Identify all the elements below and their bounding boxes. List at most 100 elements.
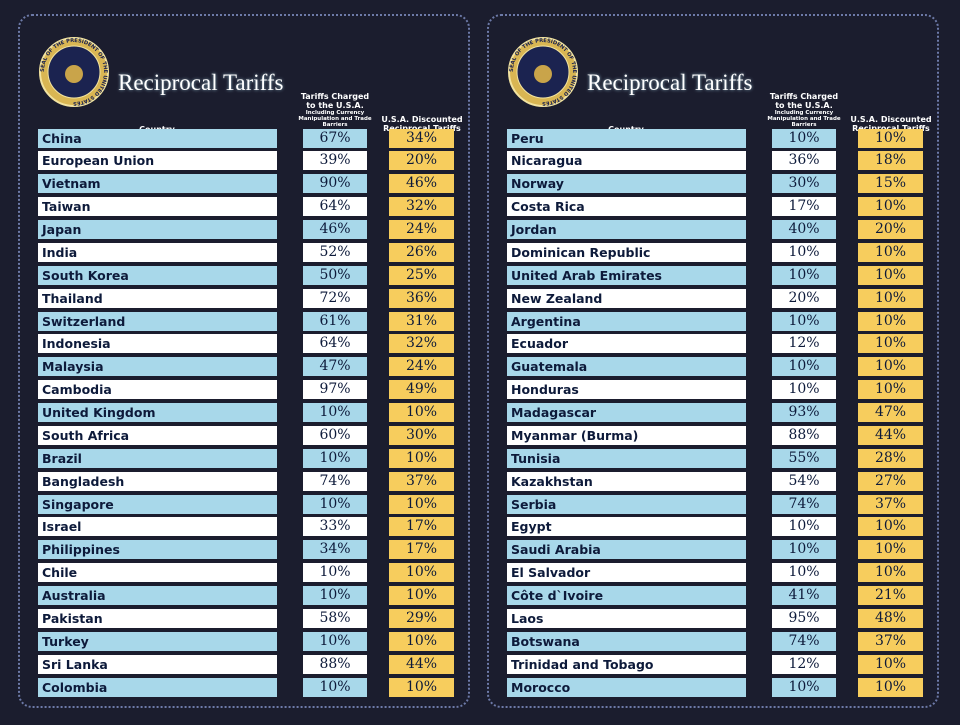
country-cell: Indonesia (38, 334, 277, 354)
country-cell: United Arab Emirates (507, 265, 746, 285)
discounted-cell: 10% (858, 288, 923, 308)
charged-cell: 10% (772, 357, 836, 377)
country-cell: Peru (507, 128, 746, 148)
discounted-cell: 24% (389, 357, 454, 377)
charged-cell: 10% (303, 403, 367, 422)
discounted-cell: 21% (858, 586, 923, 605)
country-cell: Morocco (507, 677, 746, 697)
country-cell: Cambodia (38, 380, 277, 400)
discounted-cell: 46% (389, 174, 454, 194)
country-cell: Philippines (38, 540, 277, 560)
charged-cell: 54% (772, 471, 836, 491)
country-cell: Laos (507, 608, 746, 628)
charged-cell: 17% (772, 197, 836, 217)
country-cell: Myanmar (Burma) (507, 425, 746, 445)
discounted-cell: 32% (389, 334, 454, 354)
charged-cell: 34% (303, 540, 367, 560)
discounted-cell: 10% (389, 586, 454, 605)
country-cell: China (38, 128, 277, 148)
country-cell: Norway (507, 174, 746, 194)
discounted-cell: 10% (389, 403, 454, 422)
discounted-cell: 10% (858, 311, 923, 331)
charged-cell: 10% (303, 563, 367, 583)
charged-cell: 10% (772, 128, 836, 148)
discounted-cell: 25% (389, 265, 454, 285)
country-cell: Madagascar (507, 403, 746, 422)
charged-cell: 60% (303, 425, 367, 445)
discounted-cell: 10% (858, 197, 923, 217)
charged-cell: 36% (772, 151, 836, 171)
charged-cell: 12% (772, 334, 836, 354)
charged-cell: 95% (772, 608, 836, 628)
discounted-cell: 17% (389, 540, 454, 560)
header-charged: Tariffs Charged to the U.S.A. Including C… (764, 92, 844, 128)
header-charged-title: Tariffs Charged to the U.S.A. (300, 92, 370, 110)
discounted-cell: 10% (858, 242, 923, 262)
country-cell: Jordan (507, 220, 746, 239)
charged-cell: 10% (772, 563, 836, 583)
discounted-cell: 15% (858, 174, 923, 194)
discounted-cell: 17% (389, 517, 454, 537)
country-cell: Serbia (507, 494, 746, 514)
header-charged-title: Tariffs Charged to the U.S.A. (769, 92, 839, 110)
discounted-cell: 10% (858, 654, 923, 674)
country-cell: Chile (38, 563, 277, 583)
discounted-cell: 37% (389, 471, 454, 491)
charged-cell: 46% (303, 220, 367, 239)
charged-cell: 88% (303, 654, 367, 674)
country-cell: Colombia (38, 677, 277, 697)
charged-cell: 10% (772, 265, 836, 285)
header-charged: Tariffs Charged to the U.S.A. Including C… (295, 92, 375, 128)
country-cell: Costa Rica (507, 197, 746, 217)
country-cell: Kazakhstan (507, 471, 746, 491)
country-cell: Brazil (38, 448, 277, 468)
country-cell: Japan (38, 220, 277, 239)
charged-cell: 30% (772, 174, 836, 194)
charged-cell: 10% (303, 631, 367, 651)
charged-cell: 74% (772, 494, 836, 514)
discounted-cell: 10% (858, 357, 923, 377)
country-cell: Pakistan (38, 608, 277, 628)
discounted-cell: 37% (858, 494, 923, 514)
discounted-cell: 10% (858, 128, 923, 148)
charged-cell: 40% (772, 220, 836, 239)
discounted-cell: 10% (858, 380, 923, 400)
charged-cell: 88% (772, 425, 836, 445)
charged-cell: 64% (303, 197, 367, 217)
country-cell: India (38, 242, 277, 262)
charged-cell: 72% (303, 288, 367, 308)
charged-cell: 50% (303, 265, 367, 285)
charged-cell: 10% (772, 380, 836, 400)
discounted-cell: 10% (858, 517, 923, 537)
discounted-cell: 44% (858, 425, 923, 445)
header-charged-note: Including Currency Manipulation and Trad… (767, 110, 841, 128)
seal-emblem (65, 65, 83, 83)
charged-cell: 61% (303, 311, 367, 331)
seal-emblem (534, 65, 552, 83)
charged-cell: 52% (303, 242, 367, 262)
charged-cell: 41% (772, 586, 836, 605)
charged-cell: 10% (772, 540, 836, 560)
country-cell: European Union (38, 151, 277, 171)
discounted-cell: 10% (389, 631, 454, 651)
charged-cell: 90% (303, 174, 367, 194)
charged-cell: 64% (303, 334, 367, 354)
discounted-cell: 32% (389, 197, 454, 217)
country-cell: Trinidad and Tobago (507, 654, 746, 674)
title: Reciprocal Tariffs (118, 70, 284, 95)
country-cell: Malaysia (38, 357, 277, 377)
charged-cell: 74% (772, 631, 836, 651)
country-cell: Botswana (507, 631, 746, 651)
panel: SEAL OF THE PRESIDENT OF THE UNITED STAT… (18, 14, 470, 708)
country-cell: Singapore (38, 494, 277, 514)
country-cell: Australia (38, 586, 277, 605)
discounted-cell: 48% (858, 608, 923, 628)
country-cell: Switzerland (38, 311, 277, 331)
discounted-cell: 10% (858, 334, 923, 354)
discounted-cell: 27% (858, 471, 923, 491)
country-cell: Tunisia (507, 448, 746, 468)
discounted-cell: 30% (389, 425, 454, 445)
country-cell: South Korea (38, 265, 277, 285)
charged-cell: 10% (303, 448, 367, 468)
